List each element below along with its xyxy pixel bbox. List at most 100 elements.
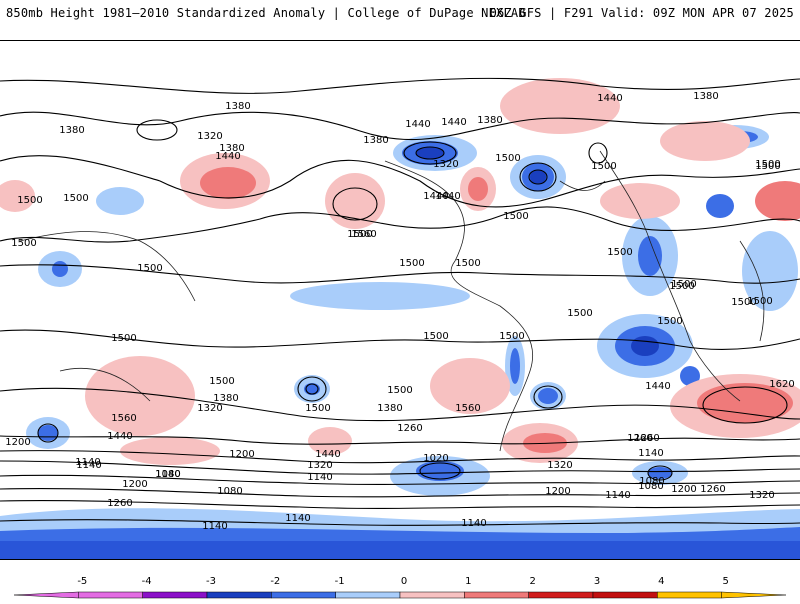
anomaly-map: 1380 1380 1380 1440 1320 1380 1440 1440 1440 1380…: [0, 40, 800, 560]
colorbar-bin: [271, 591, 336, 599]
contour-label: 1320: [433, 159, 458, 170]
contour-label: 1500: [755, 161, 780, 172]
contour-label: 1380: [59, 125, 84, 136]
contour-label: 1500: [567, 308, 592, 319]
colorbar-bin: [528, 591, 594, 599]
contour-label: 1500: [305, 403, 330, 414]
colorbar-tick-label: -1: [335, 576, 345, 587]
contour-label: 1440: [441, 117, 466, 128]
contour-label: 1020: [423, 453, 448, 464]
contour-label: 1500: [399, 258, 424, 269]
colorbar-tick-label: 2: [529, 576, 535, 587]
contour-label: 1500: [657, 316, 682, 327]
contour-label: 1380: [219, 143, 244, 154]
contour-label: 1500: [63, 193, 88, 204]
contour-label: 1500: [591, 161, 616, 172]
contour-label: 1200: [545, 486, 570, 497]
contour-label: 1260: [634, 433, 659, 444]
contour-label: 1320: [197, 131, 222, 142]
contour-label: 1620: [769, 379, 794, 390]
colorbar-bin: [657, 591, 722, 599]
colorbar-tick-label: 5: [722, 576, 728, 587]
colorbar-bin: [78, 591, 143, 599]
contour-label: 1320: [749, 490, 774, 501]
contour-label: 1260: [107, 498, 132, 509]
contour-label: 1200: [5, 437, 30, 448]
colorbar-low-arrow: [13, 591, 79, 599]
contour-label: 1140: [155, 469, 180, 480]
colorbar-bin: [142, 591, 208, 599]
contour-label: 1500: [671, 279, 696, 290]
contour-label: 1440: [107, 431, 132, 442]
contour-label: 1140: [285, 513, 310, 524]
colorbar-tick-label: 4: [658, 576, 664, 587]
contour-label: 1500: [11, 238, 36, 249]
contour-label: 1500: [747, 296, 772, 307]
colorbar-tick-label: -2: [270, 576, 280, 587]
contour-label: 1260: [700, 484, 725, 495]
colorbar-tick-label: 3: [594, 576, 600, 587]
contour-label: 1500: [495, 153, 520, 164]
colorbar: -5 -4 -3 -2 -1 0 1 2 3 4 5: [0, 570, 800, 600]
contour-label: 1500: [455, 258, 480, 269]
contour-label: 1500: [503, 211, 528, 222]
contour-label: 1140: [605, 490, 630, 501]
contour-label: 1560: [111, 413, 136, 424]
contour-label: 1080: [639, 476, 664, 487]
contour-label: 1500: [499, 331, 524, 342]
contour-label: 1500: [17, 195, 42, 206]
contour-label: 1440: [597, 93, 622, 104]
colorbar-bin: [592, 591, 658, 599]
contour-label: 1500: [669, 281, 694, 292]
contour-label: 1080: [155, 469, 180, 480]
height-contours: [0, 77, 800, 526]
contour-label: 1320: [197, 403, 222, 414]
colorbar-tick-label: 0: [401, 576, 407, 587]
contour-label: 1500: [731, 297, 756, 308]
contour-label: 1140: [461, 518, 486, 529]
colorbar-bin: [206, 591, 272, 599]
contour-label: 1500: [209, 376, 234, 387]
colorbar-bin: [335, 591, 401, 599]
contour-label: 1320: [307, 460, 332, 471]
colorbar-tick-label: -3: [206, 576, 216, 587]
contour-label: 1080: [638, 481, 663, 492]
header: 850mb Height 1981–2010 Standardized Anom…: [0, 0, 800, 26]
contour-label: 1380: [363, 135, 388, 146]
colorbar-bin: [399, 591, 465, 599]
contour-label: 1200: [229, 449, 254, 460]
contour-label: 1440: [423, 191, 448, 202]
coastlines: [19, 150, 765, 452]
contour-label: 1140: [76, 460, 101, 471]
run-info: 06Z GFS | F291 Valid: 09Z MON APR 07 202…: [489, 6, 794, 20]
contour-label: 1140: [638, 448, 663, 459]
contour-label: 1500: [111, 333, 136, 344]
contour-label: 1140: [202, 521, 227, 532]
contour-label: 1380: [477, 115, 502, 126]
contour-label: 1140: [75, 457, 100, 468]
contour-label: 1500: [607, 247, 632, 258]
contour-label: 1260: [397, 423, 422, 434]
colorbar-scale: -5 -4 -3 -2 -1 0 1 2 3 4 5: [13, 576, 787, 599]
contour-label: 1440: [405, 119, 430, 130]
contour-label: 1440: [645, 381, 670, 392]
contour-label: 1500: [387, 385, 412, 396]
map-title: 850mb Height 1981–2010 Standardized Anom…: [6, 6, 526, 20]
contour-label: 1440: [315, 449, 340, 460]
contour-label: 1500: [137, 263, 162, 274]
contour-label: 1140: [307, 472, 332, 483]
colorbar-high-arrow: [721, 591, 787, 599]
contour-label: 1440: [435, 191, 460, 202]
contour-label: 1500: [755, 159, 780, 170]
contour-label: 1380: [377, 403, 402, 414]
colorbar-tick-label: -4: [142, 576, 152, 587]
colorbar-tick-label: 1: [465, 576, 471, 587]
contour-label: 1440: [215, 151, 240, 162]
contour-label: 1500: [347, 229, 372, 240]
contour-label: 1560: [351, 229, 376, 240]
contour-label: 1200: [671, 484, 696, 495]
contour-label: 1320: [547, 460, 572, 471]
contour-label: 1380: [693, 91, 718, 102]
